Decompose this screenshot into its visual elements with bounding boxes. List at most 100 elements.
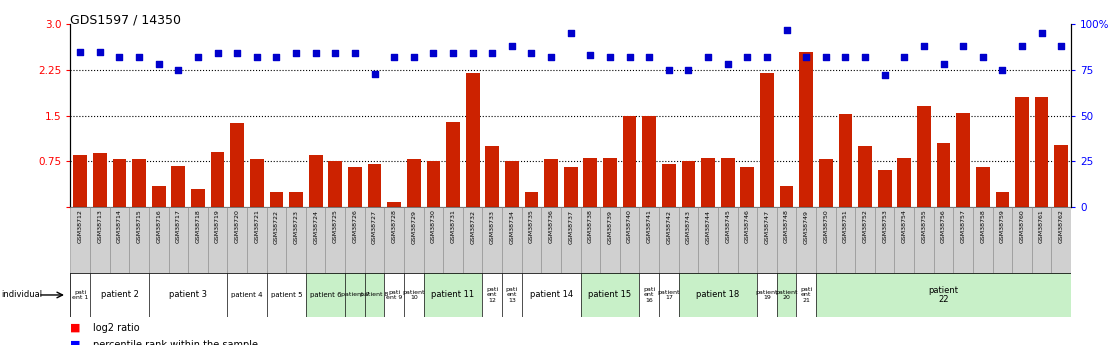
Point [209,51,227,56]
Bar [679,273,757,317]
Bar [188,207,208,273]
Bar [757,273,777,317]
Bar [623,116,636,207]
Point [306,51,324,56]
Point [464,51,482,56]
Bar [1015,97,1029,207]
Bar [210,152,225,207]
Bar [995,192,1010,207]
Text: GSM38757: GSM38757 [960,210,966,244]
Bar [424,273,483,317]
Text: patient 18: patient 18 [697,290,739,299]
Text: GSM38758: GSM38758 [980,210,985,243]
Bar [580,273,639,317]
Bar [584,158,597,207]
Bar [838,114,852,207]
Text: patient 15: patient 15 [588,290,632,299]
Point [72,49,89,54]
Text: patient
20: patient 20 [775,290,798,300]
Text: GSM38746: GSM38746 [745,210,750,244]
Point [150,62,168,67]
Point [660,67,678,72]
Bar [1054,145,1068,207]
Bar [544,159,558,207]
Text: GSM38731: GSM38731 [451,210,455,244]
Text: pati
ent
21: pati ent 21 [800,287,813,303]
Text: GSM38716: GSM38716 [157,210,161,243]
Text: GSM38760: GSM38760 [1020,210,1024,243]
Text: GSM38734: GSM38734 [510,210,514,244]
Bar [70,207,91,273]
Bar [878,170,891,207]
Bar [603,158,617,207]
Bar [659,207,679,273]
Bar [269,192,283,207]
Text: GSM38748: GSM38748 [784,210,789,244]
Point [738,54,756,60]
Text: GSM38752: GSM38752 [862,210,868,244]
Bar [835,207,855,273]
Bar [859,146,872,207]
Text: GSM38745: GSM38745 [726,210,730,244]
Bar [149,273,227,317]
Point [503,43,521,49]
Bar [639,207,659,273]
Bar [779,186,794,207]
Text: patient 11: patient 11 [432,290,474,299]
Bar [917,106,931,207]
Bar [639,273,659,317]
Bar [485,146,499,207]
Point [620,54,638,60]
Point [483,51,501,56]
Bar [679,207,699,273]
Bar [699,207,718,273]
Text: GSM38727: GSM38727 [372,210,377,244]
Text: patient 6: patient 6 [310,292,341,298]
Bar [894,207,915,273]
Point [228,51,246,56]
Text: GSM38755: GSM38755 [921,210,927,243]
Bar [915,207,934,273]
Text: pati
ent 1: pati ent 1 [73,290,88,300]
Text: GSM38724: GSM38724 [313,210,319,244]
Bar [152,186,165,207]
Bar [937,143,950,207]
Text: GSM38744: GSM38744 [705,210,711,244]
Bar [816,207,835,273]
Point [836,54,854,60]
Bar [799,51,813,207]
Point [935,62,953,67]
Bar [701,158,714,207]
Bar [171,166,186,207]
Bar [407,159,420,207]
Bar [1051,207,1071,273]
Bar [230,123,244,207]
Bar [306,273,345,317]
Point [1052,43,1070,49]
Text: GSM38743: GSM38743 [686,210,691,244]
Bar [227,207,247,273]
Bar [619,207,639,273]
Text: log2 ratio: log2 ratio [93,323,140,333]
Text: patient 2: patient 2 [101,290,139,299]
Text: pati
ent
13: pati ent 13 [505,287,518,303]
Text: GSM38714: GSM38714 [117,210,122,244]
Bar [1035,97,1049,207]
Bar [580,207,600,273]
Bar [563,167,578,207]
Bar [600,207,619,273]
Bar [483,273,502,317]
Point [444,51,462,56]
Bar [721,158,735,207]
Text: GSM38720: GSM38720 [235,210,239,244]
Text: GSM38717: GSM38717 [176,210,181,244]
Point [994,67,1012,72]
Text: patient
17: patient 17 [657,290,680,300]
Text: GSM38723: GSM38723 [294,210,299,244]
Point [680,67,698,72]
Bar [502,273,522,317]
Point [91,49,108,54]
Text: patient
19: patient 19 [756,290,778,300]
Text: GSM38736: GSM38736 [549,210,553,244]
Bar [93,154,106,207]
